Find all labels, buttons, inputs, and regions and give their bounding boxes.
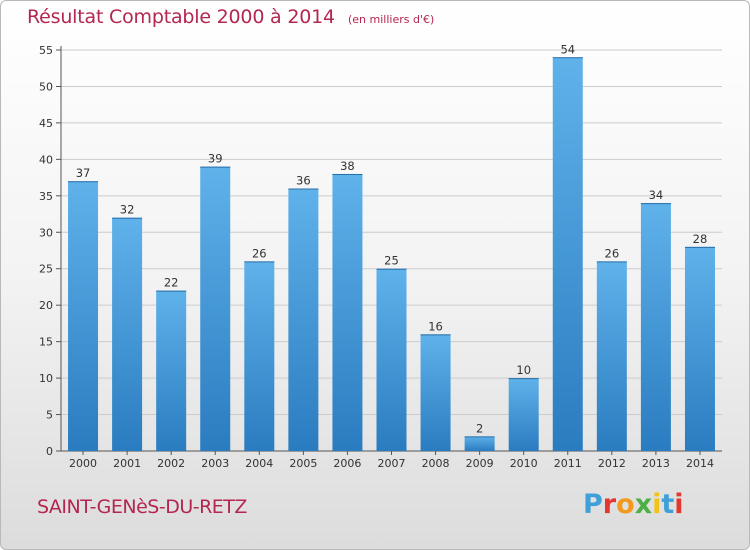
y-tick-label: 0: [46, 445, 53, 458]
bar-2014: [684, 246, 715, 451]
logo-letter: x: [634, 489, 653, 520]
value-label-2003: 39: [208, 152, 223, 166]
value-label-2009: 2: [476, 421, 483, 435]
y-tick-label: 35: [39, 190, 53, 203]
x-tick-label-2003: 2003: [201, 457, 229, 470]
logo-letter: t: [661, 489, 675, 520]
logo-letter: i: [674, 489, 684, 520]
x-tick-label-2007: 2007: [378, 457, 406, 470]
x-tick-label-2004: 2004: [245, 457, 273, 470]
y-tick-label: 50: [39, 80, 53, 93]
value-label-2004: 26: [252, 246, 267, 260]
logo-letter: r: [602, 489, 617, 520]
bar-2002: [156, 290, 187, 451]
value-label-2013: 34: [649, 188, 664, 202]
value-label-2002: 22: [164, 276, 179, 290]
x-tick-label-2001: 2001: [113, 457, 141, 470]
y-tick-label: 55: [39, 44, 53, 57]
bar-2009: [464, 436, 495, 451]
bar-2000: [68, 181, 99, 451]
bar-2001: [112, 217, 143, 451]
bar-2004: [244, 261, 275, 451]
commune-name: SAINT-GENèS-DU-RETZ: [37, 496, 247, 518]
bar-2013: [640, 203, 671, 451]
x-tick-label-2009: 2009: [466, 457, 494, 470]
x-tick-label-2000: 2000: [69, 457, 97, 470]
value-label-2000: 37: [76, 166, 91, 180]
bar-2008: [420, 334, 451, 451]
bar-2012: [596, 261, 627, 451]
x-tick-label-2010: 2010: [510, 457, 538, 470]
chart-subtitle: (en milliers d'€): [347, 13, 435, 26]
y-tick-label: 15: [39, 336, 53, 349]
bars: [68, 57, 715, 452]
value-label-2014: 28: [693, 232, 708, 246]
value-labels: 37 32 22 39 26 36 38 25 16 2 10 54 26 34 28: [76, 42, 708, 435]
x-tick-label-2006: 2006: [333, 457, 361, 470]
value-label-2006: 38: [340, 159, 355, 173]
bar-2005: [288, 188, 319, 451]
x-tick-label-2012: 2012: [598, 457, 626, 470]
y-tick-label: 40: [39, 153, 53, 166]
logo-letter: o: [616, 489, 635, 520]
x-tick-label-2011: 2011: [554, 457, 582, 470]
value-label-2005: 36: [296, 174, 311, 188]
y-tick-label: 5: [46, 409, 53, 422]
chart-title: Résultat Comptable 2000 à 2014: [27, 6, 335, 28]
y-tick-label: 45: [39, 117, 53, 130]
bar-2003: [200, 166, 231, 451]
y-tick-label: 10: [39, 372, 53, 385]
y-tick-label: 25: [39, 263, 53, 276]
x-tick-label-2008: 2008: [422, 457, 450, 470]
chart-title-block: Résultat Comptable 2000 à 2014 (en milli…: [27, 6, 434, 28]
bar-2010: [508, 378, 539, 451]
x-tick-label-2013: 2013: [642, 457, 670, 470]
y-tick-label: 20: [39, 299, 53, 312]
value-label-2001: 32: [120, 203, 135, 217]
value-label-2007: 25: [384, 254, 399, 268]
value-label-2012: 26: [605, 246, 620, 260]
x-tick-label-2005: 2005: [289, 457, 317, 470]
x-tick-label-2002: 2002: [157, 457, 185, 470]
value-label-2008: 16: [428, 319, 443, 333]
logo-letter: P: [583, 489, 603, 520]
bar-2006: [332, 173, 363, 452]
logo-letter: i: [652, 489, 662, 520]
proxiti-logo: Proxiti: [583, 489, 684, 520]
value-label-2011: 54: [560, 42, 575, 56]
y-tick-label: 30: [39, 226, 53, 239]
x-tick-label-2014: 2014: [686, 457, 714, 470]
bar-2011: [552, 57, 583, 452]
value-label-2010: 10: [516, 363, 531, 377]
bar-2007: [376, 268, 407, 451]
